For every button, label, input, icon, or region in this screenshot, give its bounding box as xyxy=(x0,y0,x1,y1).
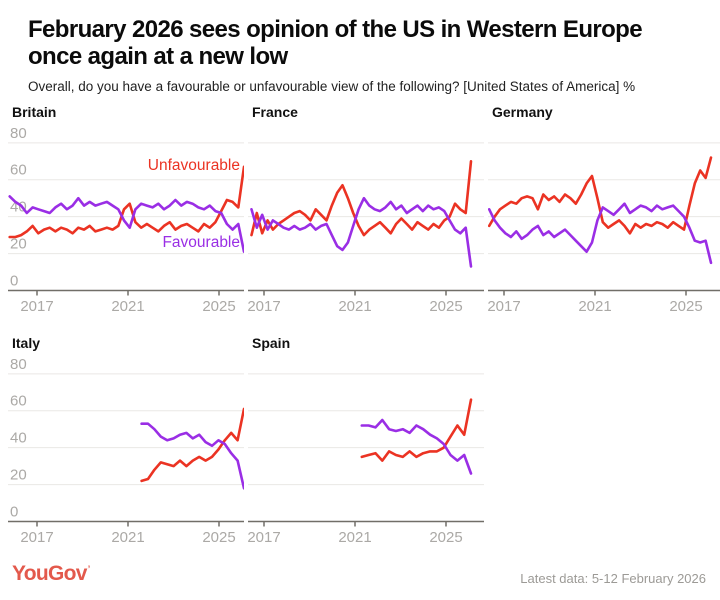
panel-germany: Germany 2017 2021 2025 xyxy=(488,104,720,319)
panel-title-spain: Spain xyxy=(252,335,291,351)
panel-spain: Spain 2017 2021 2025 xyxy=(248,335,484,550)
x-tick-label: 2017 xyxy=(488,298,521,315)
unfavourable-label: Unfavourable xyxy=(148,157,240,174)
x-tick-label: 2025 xyxy=(202,298,235,315)
x-tick-label: 2021 xyxy=(111,529,144,546)
panel-title-germany: Germany xyxy=(492,104,553,120)
chart-germany: 2017 2021 2025 xyxy=(488,142,720,315)
x-tick-label: 2025 xyxy=(669,298,702,315)
favourable-line xyxy=(488,202,713,265)
subtitle: Overall, do you have a favourable or unf… xyxy=(28,79,636,94)
footer: YouGov’ Latest data: 5-12 February 2026 xyxy=(8,562,712,586)
latest-data-note: Latest data: 5-12 February 2026 xyxy=(520,571,706,586)
y-tick-label: 0 xyxy=(10,273,18,290)
x-tick-label: 2021 xyxy=(338,529,371,546)
x-tick-label: 2017 xyxy=(248,298,281,315)
favourable-line xyxy=(8,195,244,253)
panel-italy: Italy 2017 2021 2025 80 60 40 20 0 xyxy=(8,335,244,550)
y-tick-label: 80 xyxy=(10,125,27,142)
page-title-line2: once again at a new low xyxy=(28,43,288,70)
panel-france: France 2017 2021 2025 xyxy=(248,104,484,319)
page-title: February 2026 sees opinion of the US in … xyxy=(28,16,712,70)
unfavourable-line xyxy=(250,159,473,237)
y-tick-label: 60 xyxy=(10,393,27,410)
unfavourable-line xyxy=(488,156,713,235)
panel-title-france: France xyxy=(252,104,298,120)
page: February 2026 sees opinion of the US in … xyxy=(8,16,720,586)
x-tick-label: 2017 xyxy=(20,298,53,315)
page-title-line1: February 2026 sees opinion of the US in … xyxy=(28,16,643,43)
favourable-label: Favourable xyxy=(162,234,240,251)
logo-mark: ’ xyxy=(87,564,90,574)
charts-grid: Britain 2017 2021 2025 80 60 40 20 0 Unfavourabl… xyxy=(8,104,720,550)
panel-britain: Britain 2017 2021 2025 80 60 40 20 0 Unfavourabl… xyxy=(8,104,244,319)
y-tick-label: 40 xyxy=(10,199,27,216)
yougov-logo: YouGov’ xyxy=(12,562,90,585)
chart-britain: 2017 2021 2025 80 60 40 20 0 Unfavourable Favoura… xyxy=(8,125,244,315)
y-tick-label: 40 xyxy=(10,430,27,447)
y-tick-label: 80 xyxy=(10,356,27,373)
y-tick-label: 20 xyxy=(10,236,27,253)
y-tick-label: 60 xyxy=(10,162,27,179)
x-tick-label: 2017 xyxy=(20,529,53,546)
chart-italy: 2017 2021 2025 80 60 40 20 0 xyxy=(8,356,244,546)
x-tick-label: 2017 xyxy=(248,529,281,546)
x-tick-label: 2025 xyxy=(202,529,235,546)
favourable-line xyxy=(250,196,473,268)
unfavourable-line xyxy=(140,407,244,483)
favourable-line xyxy=(140,422,244,490)
y-tick-label: 0 xyxy=(10,504,18,521)
chart-france: 2017 2021 2025 xyxy=(248,142,484,315)
panel-title-italy: Italy xyxy=(12,335,41,351)
unfavourable-line xyxy=(8,165,244,239)
y-tick-label: 20 xyxy=(10,467,27,484)
chart-spain: 2017 2021 2025 xyxy=(248,373,484,546)
x-tick-label: 2021 xyxy=(578,298,611,315)
x-tick-label: 2025 xyxy=(429,529,462,546)
unfavourable-line xyxy=(360,398,473,462)
x-tick-label: 2025 xyxy=(429,298,462,315)
favourable-line xyxy=(360,418,473,475)
x-tick-label: 2021 xyxy=(111,298,144,315)
x-tick-label: 2021 xyxy=(338,298,371,315)
panel-title-britain: Britain xyxy=(12,104,57,120)
